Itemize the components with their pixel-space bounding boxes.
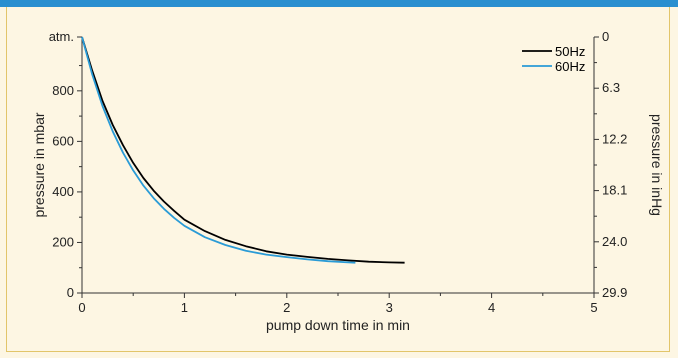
left-tick-labels: atm. 800 600 400 200 0 (49, 29, 74, 300)
y-tick-label-right: 29.9 (602, 285, 627, 300)
y-tick-label-right: 6.3 (602, 80, 620, 95)
y-tick-label-left: atm. (49, 29, 74, 44)
y-tick-label-right: 18.1 (602, 183, 627, 198)
y-tick-label-left: 200 (52, 234, 74, 249)
right-tick-labels: 0 6.3 12.2 18.1 24.0 29.9 (602, 29, 627, 300)
y-tick-label-right: 12.2 (602, 131, 627, 146)
top-accent-bar (0, 0, 678, 7)
y-tick-label-left: 400 (52, 184, 74, 199)
x-tick-labels: 0 1 2 3 4 5 (78, 300, 597, 315)
y-tick-label-left: 800 (52, 83, 74, 98)
x-tick-label: 1 (181, 300, 188, 315)
x-tick-label: 0 (78, 300, 85, 315)
axes (81, 37, 595, 294)
y-axis-label-left: pressure in mbar (31, 112, 47, 217)
chart-frame (6, 7, 670, 352)
series-line-50hz (81, 36, 405, 264)
series-line-60hz (81, 36, 356, 264)
x-tick-label: 5 (590, 300, 597, 315)
x-tick-label: 2 (283, 300, 290, 315)
y-tick-label-right: 24.0 (602, 234, 627, 249)
y-tick-label-left: 0 (67, 285, 74, 300)
x-tick-label: 4 (488, 300, 495, 315)
y-axis-label-right: pressure in inHg (649, 114, 665, 216)
tick-marks (77, 36, 599, 298)
y-tick-label-right: 0 (602, 29, 609, 44)
y-tick-label-left: 600 (52, 133, 74, 148)
x-axis-label: pump down time in min (266, 317, 410, 333)
series-lines (81, 36, 405, 264)
legend-label-50hz: 50Hz (555, 44, 585, 59)
x-tick-label: 3 (386, 300, 393, 315)
legend-label-60hz: 60Hz (555, 59, 585, 74)
